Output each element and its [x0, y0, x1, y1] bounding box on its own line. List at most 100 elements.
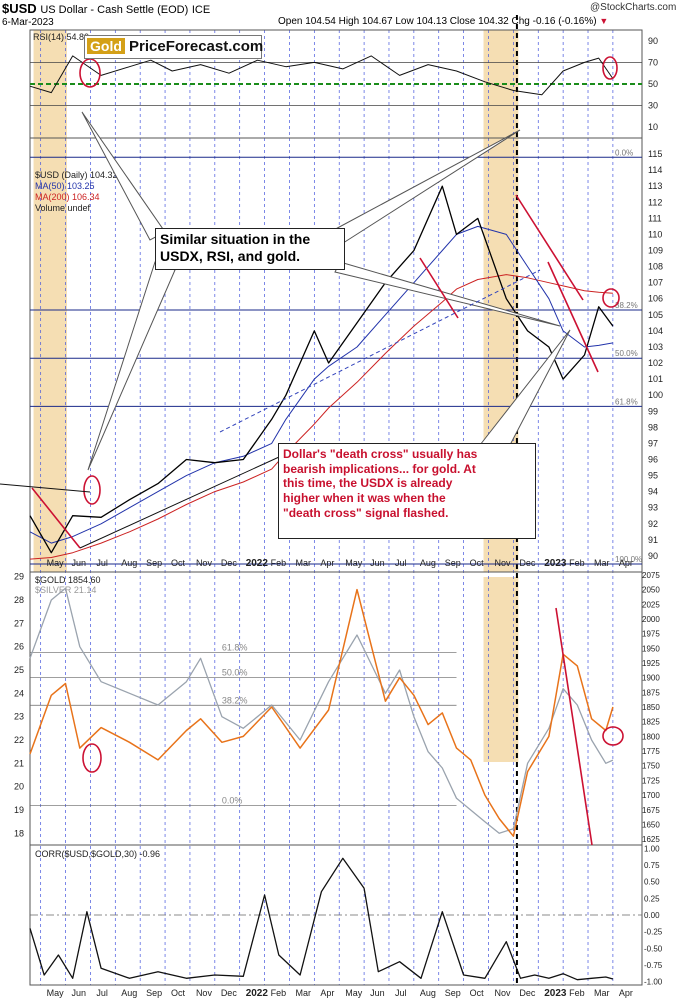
corr-tick-label: 0.50	[644, 878, 660, 887]
time-axis-label: Apr	[320, 988, 334, 998]
time-axis-label: Mar	[295, 988, 311, 998]
corr-tick-label: -0.50	[644, 944, 663, 953]
time-axis-label: Feb	[569, 558, 585, 568]
usd-tick-label: 115	[648, 149, 662, 159]
time-axis-label: Dec	[519, 558, 536, 568]
usd-tick-label: 105	[648, 310, 663, 320]
callout-death-line: this time, the USDX is already	[283, 476, 453, 491]
red-circle-marker	[602, 56, 618, 80]
corr-tick-label: -1.00	[644, 978, 663, 987]
gold-tick-label: 1850	[642, 703, 660, 712]
red-trend-line	[31, 487, 81, 549]
red-circle-marker	[602, 288, 620, 308]
time-axis-label: Dec	[221, 558, 238, 568]
fib-level-label: 38.2%	[615, 301, 638, 310]
silver-tick-label: 18	[14, 828, 24, 838]
corr-legend: CORR($USD,$GOLD,30) -0.96	[35, 849, 160, 859]
rsi-tick-label: 70	[648, 57, 658, 67]
callout-similar-situation: Similar situation in the USDX, RSI, and …	[155, 228, 345, 270]
usd-tick-label: 110	[648, 229, 662, 239]
logo-gold: Gold	[87, 38, 125, 54]
red-trend-line	[555, 607, 593, 846]
time-axis-label: Oct	[171, 988, 186, 998]
time-axis-label: Jun	[370, 988, 385, 998]
usd-tick-label: 112	[648, 197, 662, 207]
time-axis-label: Jul	[96, 558, 108, 568]
gold-legend-item: $SILVER 21.14	[35, 585, 96, 595]
red-circle-marker	[83, 475, 101, 505]
usd-legend-item: MA(200) 106.34	[35, 192, 100, 202]
usd-tick-label: 91	[648, 535, 658, 545]
down-arrow-icon: ▼	[599, 16, 609, 26]
usd-tick-label: 113	[648, 181, 662, 191]
time-axis-label: 2022	[246, 988, 269, 999]
corr-tick-label: 1.00	[644, 844, 660, 853]
time-axis-label: 2023	[544, 558, 567, 569]
time-axis-label: Dec	[221, 988, 238, 998]
usd-tick-label: 107	[648, 278, 663, 288]
time-axis-label: 2023	[544, 988, 567, 999]
gold-tick-label: 1675	[642, 806, 660, 815]
usd-tick-label: 90	[648, 551, 658, 561]
callout-death-line: higher when it was when the	[283, 490, 446, 505]
red-trend-line	[419, 257, 459, 319]
time-axis-label: Sep	[445, 988, 461, 998]
red-trend-line	[547, 261, 599, 373]
time-axis-label: Sep	[445, 558, 461, 568]
time-axis-label: Jul	[96, 988, 108, 998]
rsi-tick-label: 30	[648, 101, 658, 111]
red-circle-marker	[79, 58, 101, 88]
gold-tick-label: 1975	[642, 630, 660, 639]
usd-tick-label: 111	[648, 213, 662, 223]
corr-line	[29, 857, 614, 981]
time-axis-label: Feb	[271, 988, 287, 998]
red-circle-marker	[602, 726, 624, 746]
usd-legend-item: $USD (Daily) 104.32	[35, 170, 118, 180]
time-axis-label: Feb	[569, 988, 585, 998]
rsi-tick-label: 10	[648, 122, 658, 132]
silver-tick-label: 23	[14, 712, 24, 722]
usd-tick-label: 102	[648, 358, 663, 368]
credit: @StockCharts.com	[590, 2, 677, 13]
corr-tick-label: -0.75	[644, 961, 663, 970]
gold-tick-label: 1875	[642, 688, 660, 697]
gold-line	[29, 588, 614, 837]
gold-tick-label: 2075	[642, 571, 660, 580]
silver-tick-label: 20	[14, 782, 24, 792]
channel-line	[219, 269, 541, 433]
silver-tick-label: 21	[14, 758, 24, 768]
usd-tick-label: 93	[648, 503, 658, 513]
logo: Gold PriceForecast.com	[84, 35, 263, 59]
time-axis-label: May	[345, 558, 363, 568]
time-axis-label: Aug	[121, 558, 137, 568]
red-circle-marker	[82, 743, 102, 773]
usd-tick-label: 101	[648, 374, 663, 384]
gold-tick-label: 1700	[642, 791, 660, 800]
usd-legend-item: Volume undef	[35, 203, 91, 213]
time-axis-label: Aug	[420, 558, 436, 568]
time-axis-label: Nov	[196, 558, 213, 568]
gold-fib-label: 61.8%	[222, 642, 248, 652]
usd-tick-label: 94	[648, 487, 658, 497]
usd-tick-label: 104	[648, 326, 663, 336]
time-axis-label: Apr	[320, 558, 334, 568]
rsi-tick-label: 50	[648, 79, 658, 89]
support-trend-line	[0, 483, 91, 493]
time-axis-label: Mar	[594, 558, 610, 568]
silver-tick-label: 19	[14, 805, 24, 815]
usd-tick-label: 96	[648, 454, 658, 464]
time-axis-label: Sep	[146, 988, 162, 998]
silver-tick-label: 29	[14, 572, 24, 582]
time-axis-label: Aug	[420, 988, 436, 998]
ma200-line	[29, 274, 613, 560]
fib-level-label: 61.8%	[615, 397, 638, 406]
silver-tick-label: 25	[14, 665, 24, 675]
time-axis-label: Oct	[470, 988, 485, 998]
time-axis-label: Nov	[494, 988, 511, 998]
gold-tick-label: 2000	[642, 615, 660, 624]
chart-date: 6-Mar-2023	[2, 17, 54, 28]
usd-tick-label: 100	[648, 390, 663, 400]
usd-tick-label: 97	[648, 438, 658, 448]
